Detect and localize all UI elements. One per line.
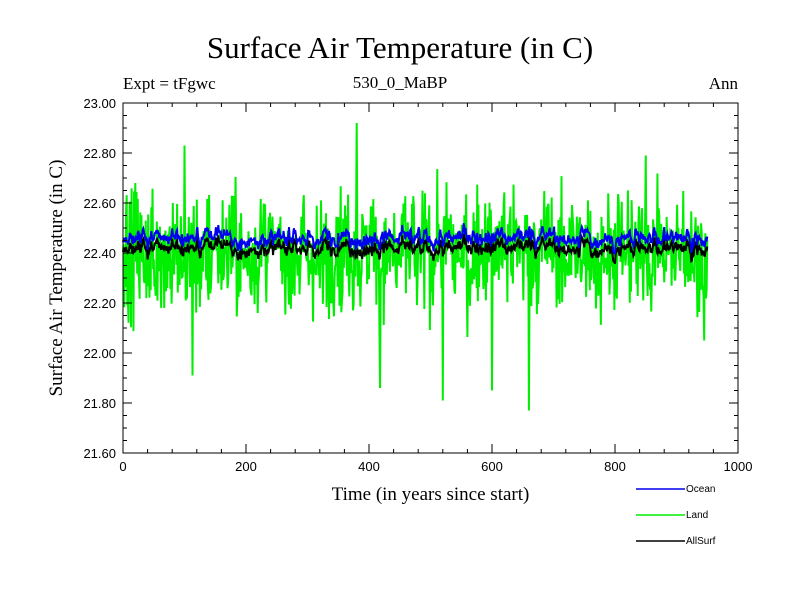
y-axis-title: Surface Air Temperature (in C) [46,160,67,397]
y-tick-label: 22.20 [83,296,116,311]
legend: Ocean Land AllSurf [636,484,716,547]
x-tick-label: 800 [604,459,626,474]
legend-label-allsurf: AllSurf [686,536,716,547]
y-tick-label: 21.60 [83,446,116,461]
series-layer [122,122,709,411]
y-tick-label: 21.80 [83,396,116,411]
series-line-allsurf [122,233,709,265]
chart-title: Surface Air Temperature (in C) [206,30,594,65]
axes-layer: 0 200 400 600 800 1000 21.60 21.80 22.00 22.20 22.… [46,96,752,505]
x-axis-title: Time (in years since start) [332,484,530,505]
y-tick-label: 22.00 [83,346,116,361]
y-tick-label: 22.80 [83,146,116,161]
x-tick-label: 600 [481,459,503,474]
period-label: 530_0_MaBP [352,73,448,92]
legend-label-ocean: Ocean [686,484,715,495]
experiment-label: Expt = tFgwc [123,74,216,93]
x-tick-label: 400 [358,459,380,474]
series-line-ocean [122,223,709,255]
x-tick-label: 0 [119,459,126,474]
y-tick-label: 22.60 [83,196,116,211]
y-tick-label: 22.40 [83,246,116,261]
x-tick-label: 200 [235,459,257,474]
season-label: Ann [708,74,738,93]
x-tick-label: 1000 [724,459,753,474]
legend-label-land: Land [686,510,708,521]
series-line-land [122,122,709,411]
y-tick-label: 23.00 [83,96,116,111]
